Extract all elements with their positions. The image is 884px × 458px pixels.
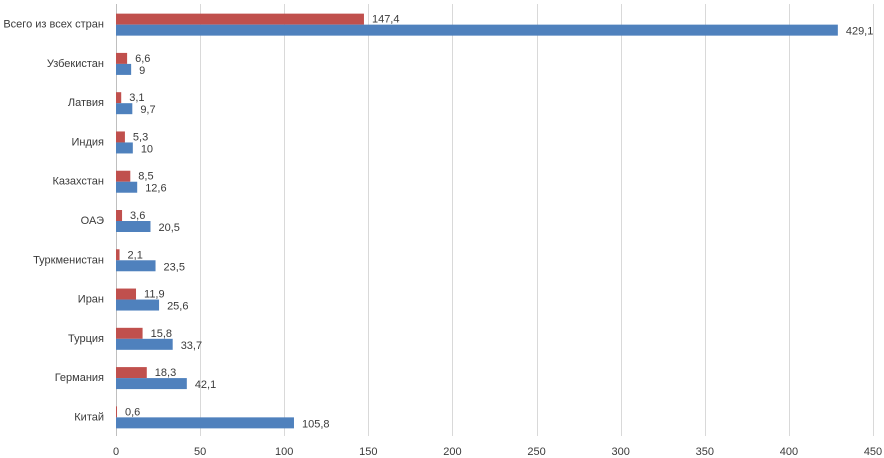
bar-series-2 — [116, 24, 838, 36]
x-tick-label: 0 — [113, 446, 119, 458]
category-label: Узбекистан — [47, 58, 104, 70]
category-label: Китай — [74, 411, 104, 423]
bar-series-1 — [116, 210, 123, 221]
bar-series-2 — [116, 142, 133, 154]
bar-series-2 — [116, 260, 156, 272]
bar-series-2 — [116, 299, 160, 311]
category-label: Латвия — [68, 97, 104, 109]
bar-series-1 — [116, 92, 122, 104]
bar-series-2 — [116, 417, 294, 429]
bar-series-1 — [116, 170, 131, 182]
category-label: Турция — [68, 333, 104, 345]
category-label: Индия — [71, 136, 104, 148]
data-label: 20,5 — [158, 222, 179, 234]
bar-series-2 — [116, 63, 132, 75]
bar-series-1 — [116, 249, 120, 261]
category-label: ОАЭ — [81, 215, 104, 227]
category-label: Казахстан — [52, 176, 104, 188]
x-tick-label: 50 — [194, 446, 206, 458]
data-label: 8,5 — [138, 171, 153, 183]
bar-series-1 — [116, 288, 137, 300]
x-tick-label: 400 — [780, 446, 798, 458]
category-label: Германия — [55, 372, 104, 384]
data-label: 33,7 — [181, 340, 202, 352]
data-label: 3,1 — [129, 92, 144, 104]
data-label: 15,8 — [151, 328, 172, 340]
data-label: 18,3 — [155, 367, 176, 379]
data-label: 11,9 — [144, 289, 165, 301]
data-label: 2,1 — [128, 249, 143, 261]
category-labels: Всего из всех стран Узбекистан Латвия Индия… — [3, 19, 104, 424]
bar-series-2 — [116, 378, 187, 390]
data-label: 9,7 — [140, 104, 155, 116]
category-label: Всего из всех стран — [3, 19, 104, 31]
bars — [116, 13, 838, 429]
bar-series-1 — [116, 367, 147, 379]
data-label: 12,6 — [145, 183, 166, 195]
x-tick-label: 300 — [611, 446, 629, 458]
x-tick-label: 250 — [527, 446, 545, 458]
x-tick-label: 150 — [359, 446, 377, 458]
data-label: 25,6 — [167, 301, 188, 313]
data-label: 429,1 — [846, 26, 874, 38]
data-label: 42,1 — [195, 379, 216, 391]
x-tick-label: 100 — [275, 446, 293, 458]
bar-series-1 — [116, 52, 128, 64]
bar-series-2 — [116, 103, 133, 115]
bar-series-1 — [116, 327, 143, 339]
data-label: 5,3 — [133, 131, 148, 143]
gridlines — [116, 4, 874, 436]
x-axis-ticks: 0 50 100 150 200 250 300 350 400 450 — [113, 446, 882, 458]
bar-series-1 — [116, 13, 364, 25]
data-label: 147,4 — [372, 14, 400, 26]
data-label: 6,6 — [135, 53, 150, 65]
x-tick-label: 350 — [696, 446, 714, 458]
bar-series-2 — [116, 181, 138, 193]
bar-series-2 — [116, 338, 173, 350]
data-labels: 147,4 429,1 6,69 3,19,7 5,310 8,512,6 3,6 20,5 2… — [125, 14, 873, 431]
data-label: 10 — [141, 143, 153, 155]
category-label: Туркменистан — [33, 254, 104, 266]
data-label: 9 — [139, 65, 145, 77]
bar-series-2 — [116, 221, 151, 232]
x-tick-label: 200 — [443, 446, 461, 458]
data-label: 0,6 — [125, 406, 140, 418]
bar-series-1 — [116, 406, 118, 418]
x-tick-label: 450 — [864, 446, 882, 458]
data-label: 3,6 — [130, 210, 145, 222]
data-label: 105,8 — [302, 418, 330, 430]
data-label: 23,5 — [164, 261, 185, 273]
category-label: Иран — [78, 294, 104, 306]
bar-series-1 — [116, 131, 125, 143]
